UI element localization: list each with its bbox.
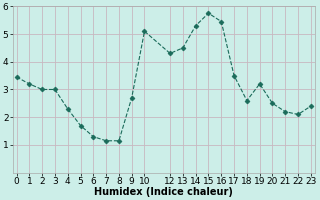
- X-axis label: Humidex (Indice chaleur): Humidex (Indice chaleur): [94, 187, 233, 197]
